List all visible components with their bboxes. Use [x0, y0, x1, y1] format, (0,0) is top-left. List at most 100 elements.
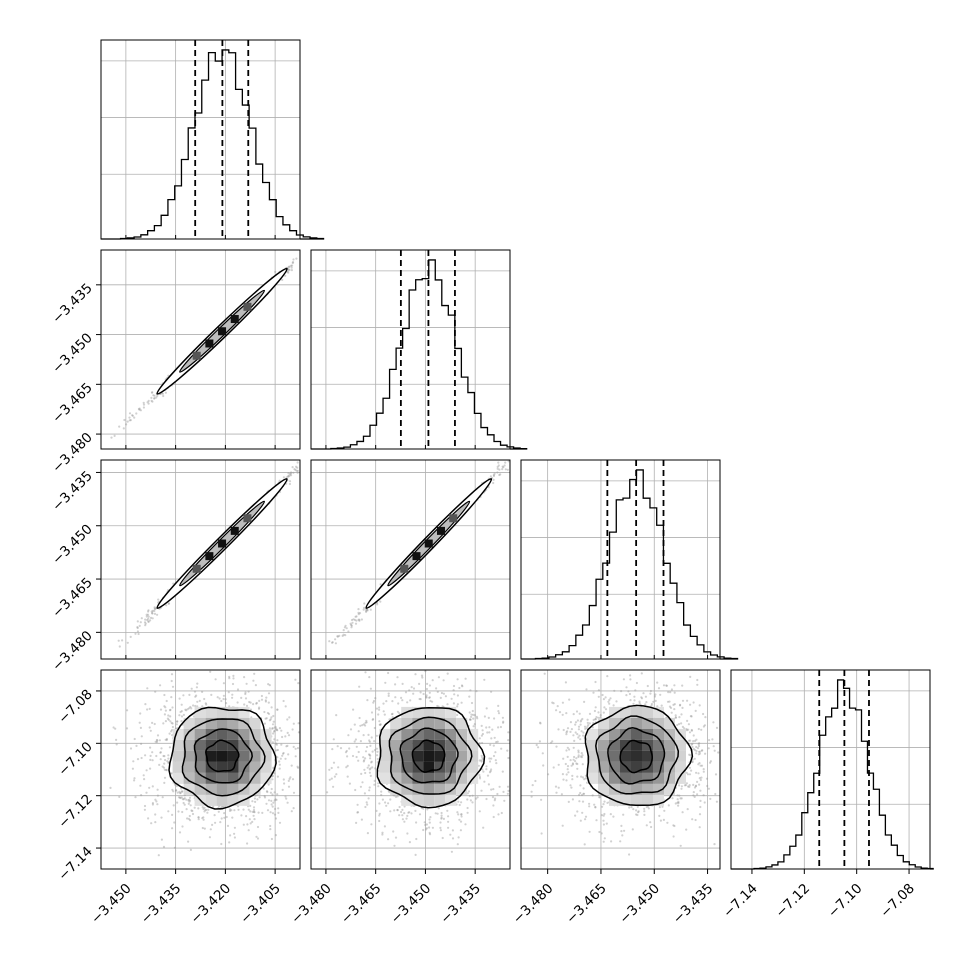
- scatter-point: [668, 705, 672, 708]
- density-cell: [238, 717, 250, 729]
- scatter-point: [126, 420, 129, 423]
- scatter-point: [578, 712, 581, 715]
- scatter-point: [383, 825, 386, 828]
- scatter-point: [644, 703, 647, 706]
- scatter-point: [229, 808, 232, 811]
- scatter-point: [213, 814, 216, 817]
- scatter-point: [604, 696, 607, 699]
- scatter-point: [287, 779, 290, 783]
- scatter-point: [691, 761, 694, 764]
- scatter-point: [294, 755, 297, 758]
- scatter-point: [137, 407, 140, 411]
- density-cell: [609, 761, 620, 773]
- density-cell: [249, 783, 261, 795]
- scatter-point: [185, 798, 188, 801]
- scatter-point: [290, 269, 293, 272]
- scatter-point: [599, 714, 602, 717]
- scatter-point: [693, 757, 696, 760]
- scatter-point: [262, 787, 265, 790]
- scatter-point: [157, 854, 160, 857]
- scatter-point: [288, 473, 292, 476]
- scatter-point: [287, 270, 290, 273]
- scatter-point: [244, 691, 247, 694]
- scatter-point: [566, 727, 570, 730]
- scatter-point: [345, 627, 348, 630]
- density-cell: [675, 739, 686, 751]
- scatter-point: [232, 674, 235, 678]
- scatter-point: [674, 714, 677, 717]
- scatter-point: [378, 812, 381, 815]
- scatter-point: [695, 745, 698, 749]
- scatter-point: [645, 805, 648, 809]
- scatter-point: [252, 806, 256, 809]
- density-cell: [445, 739, 457, 751]
- scatter-point: [131, 414, 134, 417]
- scatter-point: [171, 722, 174, 725]
- scatter-point: [619, 840, 622, 843]
- density-cell: [445, 783, 457, 795]
- scatter-point: [277, 811, 280, 815]
- scatter-point: [151, 751, 154, 754]
- scatter-point: [534, 779, 537, 783]
- scatter-point: [188, 693, 191, 697]
- scatter-point: [586, 721, 589, 725]
- scatter-point: [221, 805, 225, 809]
- scatter-point: [588, 722, 591, 725]
- scatter-point: [263, 710, 266, 714]
- scatter-point: [574, 760, 577, 763]
- scatter-point: [481, 729, 484, 732]
- scatter-point: [480, 789, 483, 792]
- scatter-point: [387, 694, 390, 698]
- scatter-point: [581, 754, 584, 757]
- scatter-point: [341, 634, 344, 638]
- scatter-point: [423, 821, 426, 824]
- scatter-point: [188, 814, 191, 818]
- scatter-point: [278, 760, 281, 763]
- scatter-point: [531, 784, 534, 787]
- density-cell: [434, 750, 446, 762]
- scatter-point: [691, 742, 694, 746]
- scatter-point: [492, 815, 495, 819]
- scatter-point: [418, 697, 421, 701]
- scatter-point: [129, 419, 132, 422]
- scatter-point: [552, 702, 555, 705]
- scatter-point: [472, 717, 475, 720]
- scatter-point: [270, 706, 273, 709]
- scatter-point: [156, 788, 159, 791]
- scatter-point: [680, 785, 684, 788]
- density-cell: [620, 706, 631, 718]
- scatter-point: [195, 694, 198, 697]
- scatter-point: [342, 633, 345, 636]
- scatter-point: [497, 726, 500, 729]
- density-cell: [445, 794, 457, 806]
- scatter-point: [196, 682, 199, 685]
- scatter-point: [493, 799, 496, 802]
- scatter-point: [466, 792, 469, 795]
- scatter-point: [561, 773, 565, 776]
- scatter-point: [264, 699, 267, 702]
- scatter-point: [688, 784, 691, 787]
- panel-frame-1-1: [310, 249, 511, 450]
- scatter-point: [156, 613, 159, 616]
- scatter-point: [161, 796, 164, 799]
- scatter-point: [197, 816, 200, 819]
- scatter-point: [492, 473, 495, 477]
- scatter-point: [571, 762, 575, 765]
- scatter-point: [600, 814, 604, 817]
- scatter-point: [676, 798, 679, 801]
- scatter-point: [256, 798, 259, 801]
- scatter-point: [149, 754, 152, 758]
- scatter-point: [649, 692, 652, 695]
- scatter-point: [643, 813, 646, 817]
- scatter-point: [368, 753, 371, 757]
- scatter-point: [359, 740, 362, 743]
- scatter-point: [290, 471, 293, 474]
- scatter-point: [659, 693, 662, 696]
- scatter-point: [160, 747, 163, 750]
- density-cell: [675, 772, 686, 784]
- scatter-point: [273, 730, 276, 733]
- scatter-point: [561, 824, 564, 827]
- density-cell: [412, 794, 424, 806]
- scatter-point: [344, 624, 347, 627]
- scatter-point: [245, 815, 248, 818]
